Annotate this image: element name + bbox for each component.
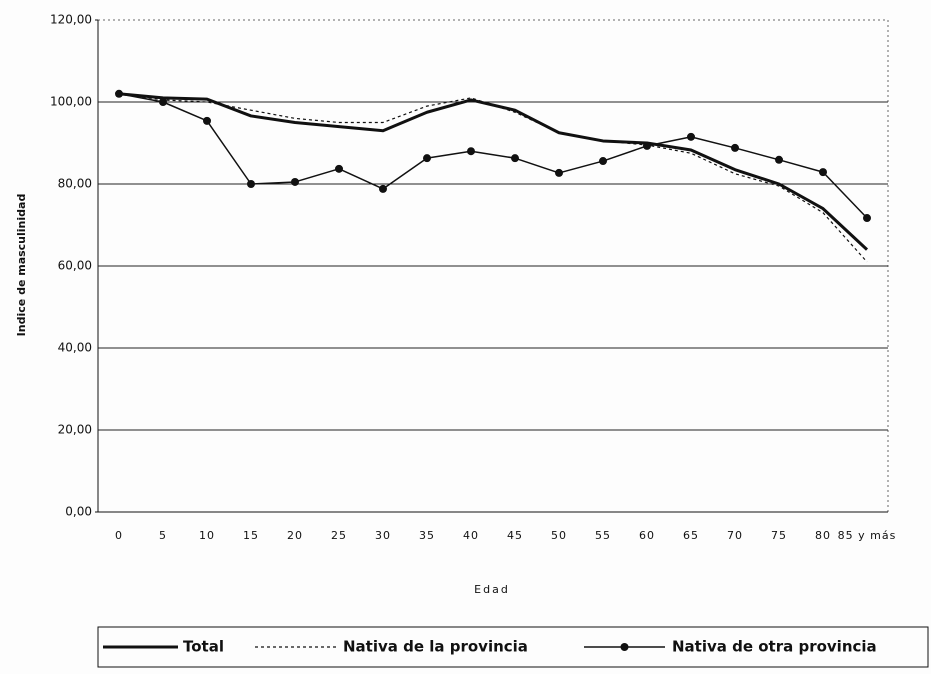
point: [467, 147, 475, 156]
point: [731, 143, 739, 152]
legend-label: Total: [183, 638, 224, 656]
point: [819, 168, 827, 177]
point: [291, 177, 299, 186]
series-line: [118, 92, 869, 251]
x-tick-label: 10: [199, 529, 215, 542]
legend-marker: [620, 643, 629, 651]
x-tick-label: 65: [683, 529, 699, 542]
point: [115, 89, 123, 98]
x-tick-label: 40: [463, 529, 479, 542]
x-tick-label: 35: [419, 529, 435, 542]
y-tick-label: 20,00: [58, 423, 92, 437]
point: [643, 141, 651, 150]
x-tick-label: 50: [551, 529, 567, 542]
x-tick-label: 70: [727, 529, 743, 542]
y-tick-label: 120,00: [50, 13, 92, 27]
y-tick-label: 100,00: [50, 95, 92, 109]
series-line: [118, 93, 868, 263]
x-tick-label: 60: [639, 529, 655, 542]
point: [423, 154, 431, 163]
point: [379, 184, 387, 193]
x-tick-label: 45: [507, 529, 523, 542]
x-axis-label: Edad: [474, 583, 510, 596]
point: [159, 98, 167, 106]
point: [599, 157, 607, 166]
y-tick-label: 0,00: [65, 505, 92, 519]
point: [247, 180, 255, 188]
y-tick-label: 40,00: [58, 341, 92, 355]
x-tick-label: 55: [595, 529, 611, 542]
x-tick-label: 0: [115, 529, 123, 542]
x-tick-label: 85 y más: [838, 529, 897, 542]
y-tick-label: 80,00: [58, 177, 92, 191]
x-tick-label: 20: [287, 529, 303, 542]
legend-label: Nativa de la provincia: [343, 638, 528, 656]
point: [555, 168, 563, 177]
point: [775, 155, 783, 164]
x-tick-label: 75: [771, 529, 787, 542]
point: [203, 116, 211, 125]
legend-label: Nativa de otra provincia: [672, 638, 877, 656]
series-line: [118, 93, 868, 219]
point: [335, 164, 343, 173]
x-tick-label: 15: [243, 529, 259, 542]
point: [687, 132, 695, 141]
x-tick-label: 30: [375, 529, 391, 542]
x-tick-label: 80: [815, 529, 831, 542]
legend-box: [97, 626, 929, 668]
y-tick-label: 60,00: [58, 259, 92, 273]
point: [511, 154, 519, 163]
y-axis-label: Indice de masculinidad: [15, 194, 28, 337]
x-tick-label: 5: [159, 529, 167, 542]
point: [863, 214, 871, 223]
x-tick-label: 25: [331, 529, 347, 542]
